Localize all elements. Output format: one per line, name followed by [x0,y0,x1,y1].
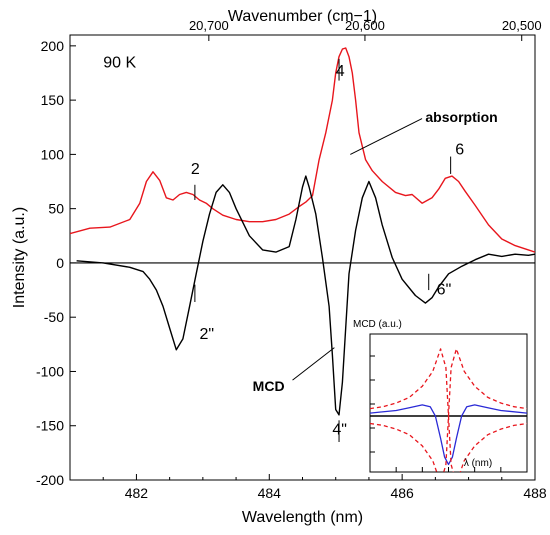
y-tick-label: -200 [36,472,64,488]
inset-series-2 [370,348,527,472]
annotation: 6" [437,281,452,298]
y-tick-label: -150 [36,418,64,434]
annotation: 90 K [103,55,136,72]
annotation: 4 [336,63,345,80]
absorption-leader-line [350,118,423,155]
y-tick-label: 100 [41,146,65,162]
inset-y-label: MCD (a.u.) [353,319,402,330]
x-tick-label: 488 [523,485,547,501]
annotation: absorption [425,109,497,125]
annotation: 2 [191,161,200,178]
inset-series-0 [370,404,527,466]
inset-plot: MCD (a.u.) λ (nm) [353,319,528,473]
annotation: 4" [332,421,347,438]
x2-axis-label: Wavenumber (cm−1) [228,8,377,25]
mcd-leader-line [292,347,335,381]
inset-x-label: λ (nm) [464,458,492,469]
annotation: 6 [455,141,464,158]
series-line-mcd [76,175,535,416]
series-line-absorption [70,47,535,253]
y-tick-label: 0 [56,255,64,271]
x2-tick-label: 20,700 [189,18,229,33]
x-tick-label: 484 [258,485,282,501]
x-tick-label: 486 [390,485,414,501]
x2-tick-label: 20,600 [345,18,385,33]
x-axis-label: Wavelength (nm) [242,509,363,526]
y-axis-label: Intensity (a.u.) [11,207,28,308]
annotation: MCD [253,378,285,394]
y-tick-label: 200 [41,38,65,54]
y-tick-label: -100 [36,363,64,379]
x-tick-label: 482 [125,485,149,501]
inset-frame [369,333,528,473]
y-tick-label: 150 [41,92,65,108]
main-plot: -200 -150 -100 -50 0 50 100 150 200 482 484 486 488 2… [11,8,547,526]
y-tick-label: -50 [44,309,64,325]
annotation: 2" [200,326,215,343]
x2-tick-label: 20,500 [502,18,542,33]
y-tick-label: 50 [48,201,64,217]
